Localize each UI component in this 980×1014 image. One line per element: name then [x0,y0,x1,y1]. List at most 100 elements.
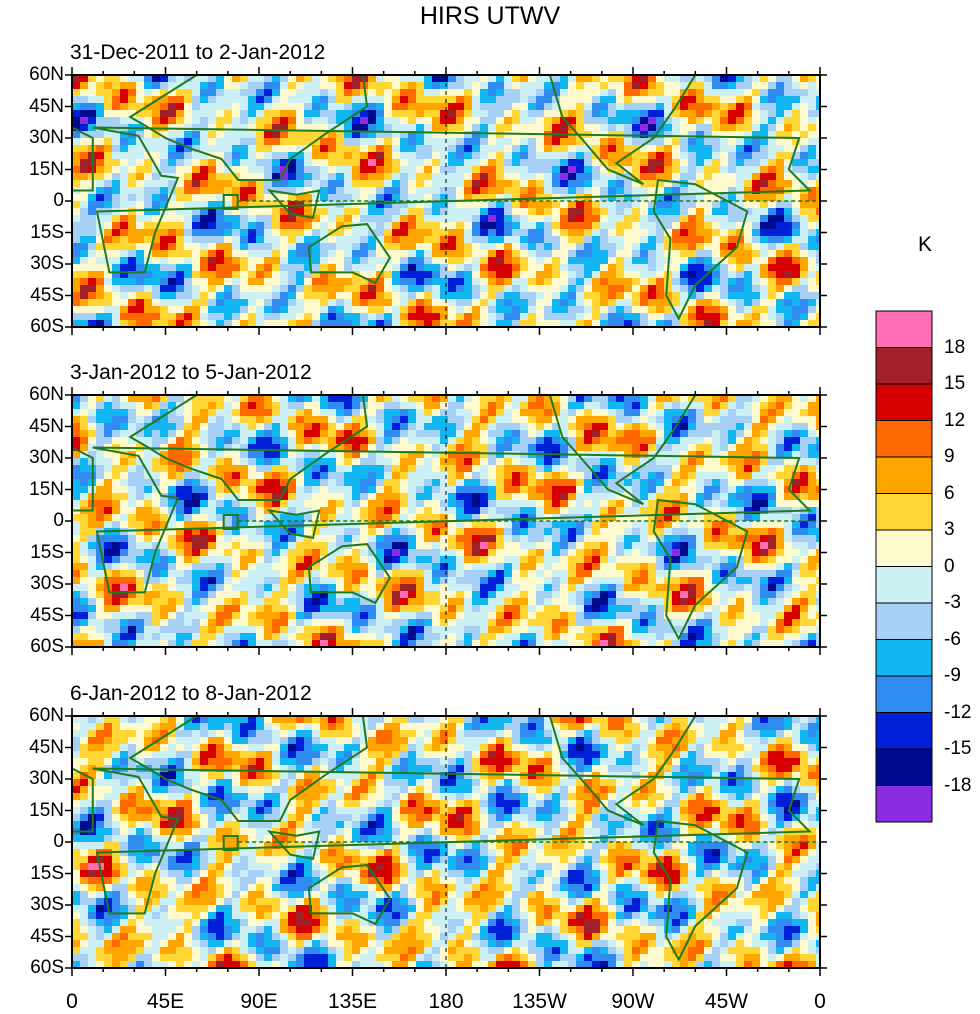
heatmap-cell [808,299,817,307]
heatmap-cell [240,430,249,438]
heatmap-cell [408,430,417,438]
heatmap-cell [464,395,473,403]
heatmap-cell [208,299,217,307]
heatmap-cell [72,215,81,223]
heatmap-cell [680,437,689,445]
heatmap-cell [176,75,185,83]
heatmap-cell [696,299,705,307]
heatmap-cell [456,292,465,300]
heatmap-cell [136,472,145,480]
heatmap-cell [328,236,337,244]
heatmap-cell [464,465,473,473]
heatmap-cell [784,89,793,97]
heatmap-cell [344,285,353,293]
heatmap-cell [816,320,821,328]
heatmap-cell [432,320,441,328]
heatmap-cell [752,472,761,480]
heatmap-cell [96,201,105,209]
heatmap-cell [400,423,409,431]
heatmap-cell [800,110,809,118]
heatmap-cell [648,395,657,403]
heatmap-cell [216,222,225,230]
heatmap-cell [648,493,657,501]
heatmap-cell [520,479,529,487]
heatmap-cell [472,110,481,118]
heatmap-cell [544,222,553,230]
heatmap-cell [744,437,753,445]
heatmap-cell [464,159,473,167]
heatmap-cell [760,458,769,466]
heatmap-cell [192,215,201,223]
heatmap-cell [784,451,793,459]
heatmap-cell [672,243,681,251]
heatmap-cell [160,423,169,431]
heatmap-cell [280,103,289,111]
heatmap-cell [352,243,361,251]
heatmap-cell [472,124,481,132]
heatmap-cell [312,166,321,174]
heatmap-cell [768,292,777,300]
heatmap-cell [808,166,817,174]
heatmap-cell [240,103,249,111]
heatmap-cell [792,243,801,251]
heatmap-cell [672,320,681,328]
heatmap-cell [80,313,89,321]
heatmap-cell [656,493,665,501]
heatmap-cell [496,395,505,403]
heatmap-cell [376,194,385,202]
heatmap-cell [624,117,633,125]
heatmap-cell [392,493,401,501]
heatmap-cell [456,402,465,410]
heatmap-cell [216,152,225,160]
heatmap-cell [680,423,689,431]
heatmap-cell [544,201,553,209]
heatmap-cell [672,472,681,480]
heatmap-cell [744,96,753,104]
heatmap-cell [816,278,821,286]
heatmap-cell [328,180,337,188]
heatmap-cell [152,271,161,279]
heatmap-cell [176,299,185,307]
heatmap-cell [472,416,481,424]
heatmap-cell [376,500,385,508]
heatmap-cell [464,103,473,111]
heatmap-cell [296,89,305,97]
heatmap-cell [392,89,401,97]
heatmap-cell [400,472,409,480]
heatmap-cell [352,131,361,139]
heatmap-cell [704,250,713,258]
heatmap-cell [384,278,393,286]
heatmap-cell [728,423,737,431]
heatmap-cell [304,402,313,410]
heatmap-cell [280,138,289,146]
heatmap-cell [360,201,369,209]
heatmap-cell [80,82,89,90]
heatmap-cell [256,236,265,244]
heatmap-cell [264,187,273,195]
heatmap-cell [768,194,777,202]
heatmap-cell [240,320,249,328]
heatmap-cell [664,500,673,508]
heatmap-cell [456,201,465,209]
heatmap-cell [696,479,705,487]
heatmap-cell [152,320,161,328]
heatmap-cell [608,458,617,466]
heatmap-cell [376,236,385,244]
heatmap-cell [296,103,305,111]
heatmap-cell [448,458,457,466]
heatmap-cell [640,89,649,97]
heatmap-cell [464,138,473,146]
heatmap-cell [208,194,217,202]
heatmap-cell [352,264,361,272]
heatmap-cell [792,423,801,431]
heatmap-cell [360,236,369,244]
heatmap-cell [624,89,633,97]
heatmap-cell [576,257,585,265]
heatmap-cell [144,187,153,195]
heatmap-cell [464,194,473,202]
heatmap-cell [416,208,425,216]
heatmap-cell [208,131,217,139]
heatmap-cell [192,173,201,181]
heatmap-cell [200,124,209,132]
heatmap-cell [480,430,489,438]
